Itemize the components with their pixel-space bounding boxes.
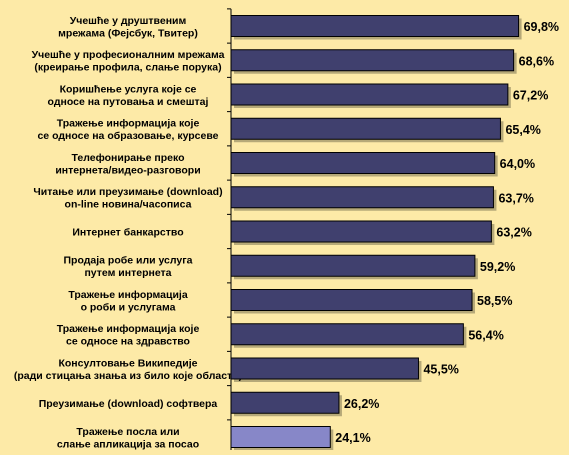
category-label: Тражење информација које се односе на обр… (37, 118, 218, 143)
bar (230, 391, 340, 414)
value-label: 69,8% (524, 20, 559, 34)
bar (230, 186, 494, 209)
category-label-line: on-line новина/часописа (65, 199, 192, 211)
category-label: Продаја робе или услуга путем интернета (64, 255, 193, 280)
category-label-line: Учешће у професионалним мрежама (32, 49, 225, 61)
bar (230, 323, 464, 346)
category-label: Телефонирање преко интернета/видео-разгов… (55, 152, 200, 177)
category-label-line: односе на путовања и смештај (48, 96, 209, 108)
category-label-line: Читање или преузимање (download) (33, 186, 222, 198)
value-label: 26,2% (344, 397, 379, 411)
category-label-line: Интернет банкарство (72, 227, 183, 239)
category-label-line: се односе на здравство (66, 336, 190, 348)
axis (227, 8, 232, 455)
value-label: 64,0% (500, 157, 535, 171)
bar (230, 117, 501, 140)
category-label: Тражење посла или слање апликација за пос… (57, 426, 199, 450)
category-label-line: о роби и услугама (81, 301, 176, 313)
bar (230, 289, 473, 311)
category-label: Читање или преузимање (download) on-line … (33, 186, 222, 211)
category-label-line: Телефонирање преко (71, 152, 184, 164)
category-label-line: (ради стицања знања из било које области… (14, 370, 242, 382)
value-label: 63,7% (498, 191, 533, 205)
bar (230, 357, 419, 380)
bars (230, 15, 522, 451)
value-label: 45,5% (423, 363, 458, 377)
category-label: Интернет банкарство (72, 227, 183, 239)
category-label-line: Консултовање Википедије (58, 357, 197, 369)
value-label: 24,1% (335, 431, 370, 445)
category-label-line: Учешће у друштвеним (70, 15, 187, 27)
bar (230, 15, 520, 37)
category-label-line: Преузимање (download) софтвера (39, 398, 218, 410)
category-label-line: (креирање профила, слање порука) (34, 62, 221, 74)
value-label: 63,2% (496, 226, 531, 240)
value-labels: 69,8% 68,6% 67,2% 65,4% 64,0% 63,7% 63,2% 59,2%… (335, 20, 559, 445)
category-label-line: се односе на образовање, курсеве (37, 130, 218, 142)
category-label-line: Продаја робе или услуга (64, 255, 193, 267)
category-label: Тражење информација које се односе на здр… (57, 323, 200, 348)
category-label-line: Тражење информација које (57, 323, 200, 335)
bar (230, 426, 331, 448)
category-labels: Учешће у друштвеним мрежама (Фејсбук, Тви… (14, 15, 242, 451)
category-label: Консултовање Википедије (ради стицања зна… (14, 357, 242, 382)
bar (230, 220, 492, 243)
category-label-line: мрежама (Фејсбук, Твитер) (58, 27, 198, 39)
category-label: Тражење информација о роби и услугама (68, 289, 188, 314)
value-label: 68,6% (519, 54, 554, 68)
category-label-line: слање апликација за посао (57, 438, 199, 450)
value-label: 65,4% (505, 123, 540, 137)
category-label-line: интернета/видео-разговори (55, 164, 200, 176)
category-label: Преузимање (download) софтвера (39, 398, 218, 410)
category-label-line: Коришћење услуга које се (60, 83, 197, 95)
category-label: Коришћење услуга које се односе на путова… (48, 83, 209, 108)
category-label-line: Тражење информација (68, 289, 188, 301)
category-label-line: Тражење информација које (57, 118, 200, 130)
category-label-line: путем интернета (84, 267, 171, 279)
value-label: 56,4% (468, 328, 503, 342)
category-label-line: Тражење посла или (76, 426, 179, 438)
value-label: 59,2% (480, 260, 515, 274)
bar (230, 254, 476, 277)
bar (230, 152, 496, 174)
category-label: Учешће у друштвеним мрежама (Фејсбук, Тви… (58, 15, 198, 40)
bar (230, 49, 515, 72)
category-label: Учешће у професионалним мрежама (креирање… (32, 49, 225, 74)
value-label: 67,2% (513, 89, 548, 103)
bar (230, 83, 509, 106)
value-label: 58,5% (477, 294, 512, 308)
